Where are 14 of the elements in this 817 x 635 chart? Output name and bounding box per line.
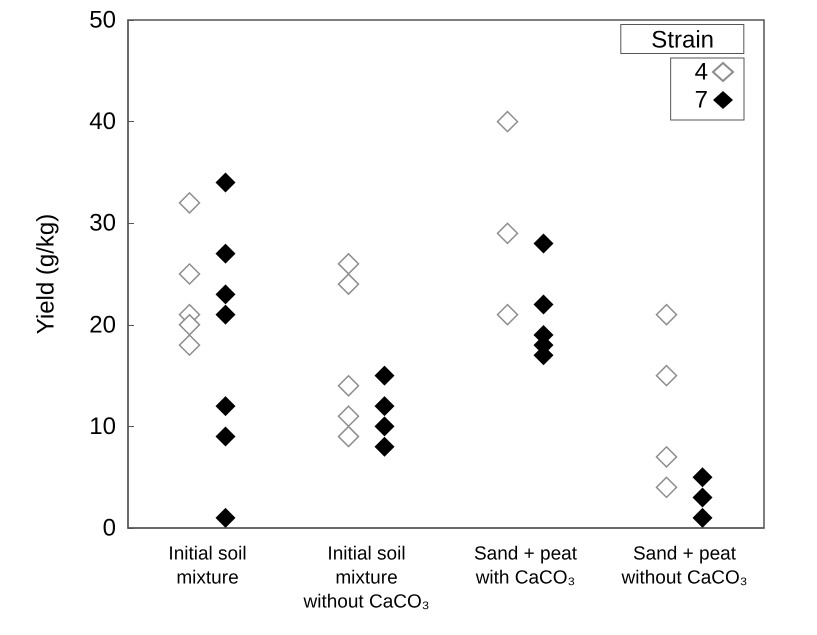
x-tick-label: Sand + peat with CaCO₃ (474, 544, 578, 588)
y-axis-title: Yield (g/kg) (32, 214, 60, 334)
legend-label: 7 (694, 86, 708, 114)
y-tick-label: 30 (89, 210, 116, 237)
legend-title: Strain (651, 26, 714, 54)
y-tick-label: 10 (89, 412, 116, 440)
legend-label: 4 (694, 58, 708, 86)
y-tick-label: 50 (89, 6, 116, 34)
y-tick-label: 20 (89, 311, 116, 338)
x-tick-label: Initial soil mixture without CaCO₃ (302, 544, 430, 612)
y-tick-label: 0 (102, 514, 116, 542)
x-tick-label: Sand + peat without CaCO₃ (620, 544, 748, 588)
y-tick-label: 40 (89, 108, 116, 136)
x-tick-label: Initial soil mixture (168, 544, 247, 588)
